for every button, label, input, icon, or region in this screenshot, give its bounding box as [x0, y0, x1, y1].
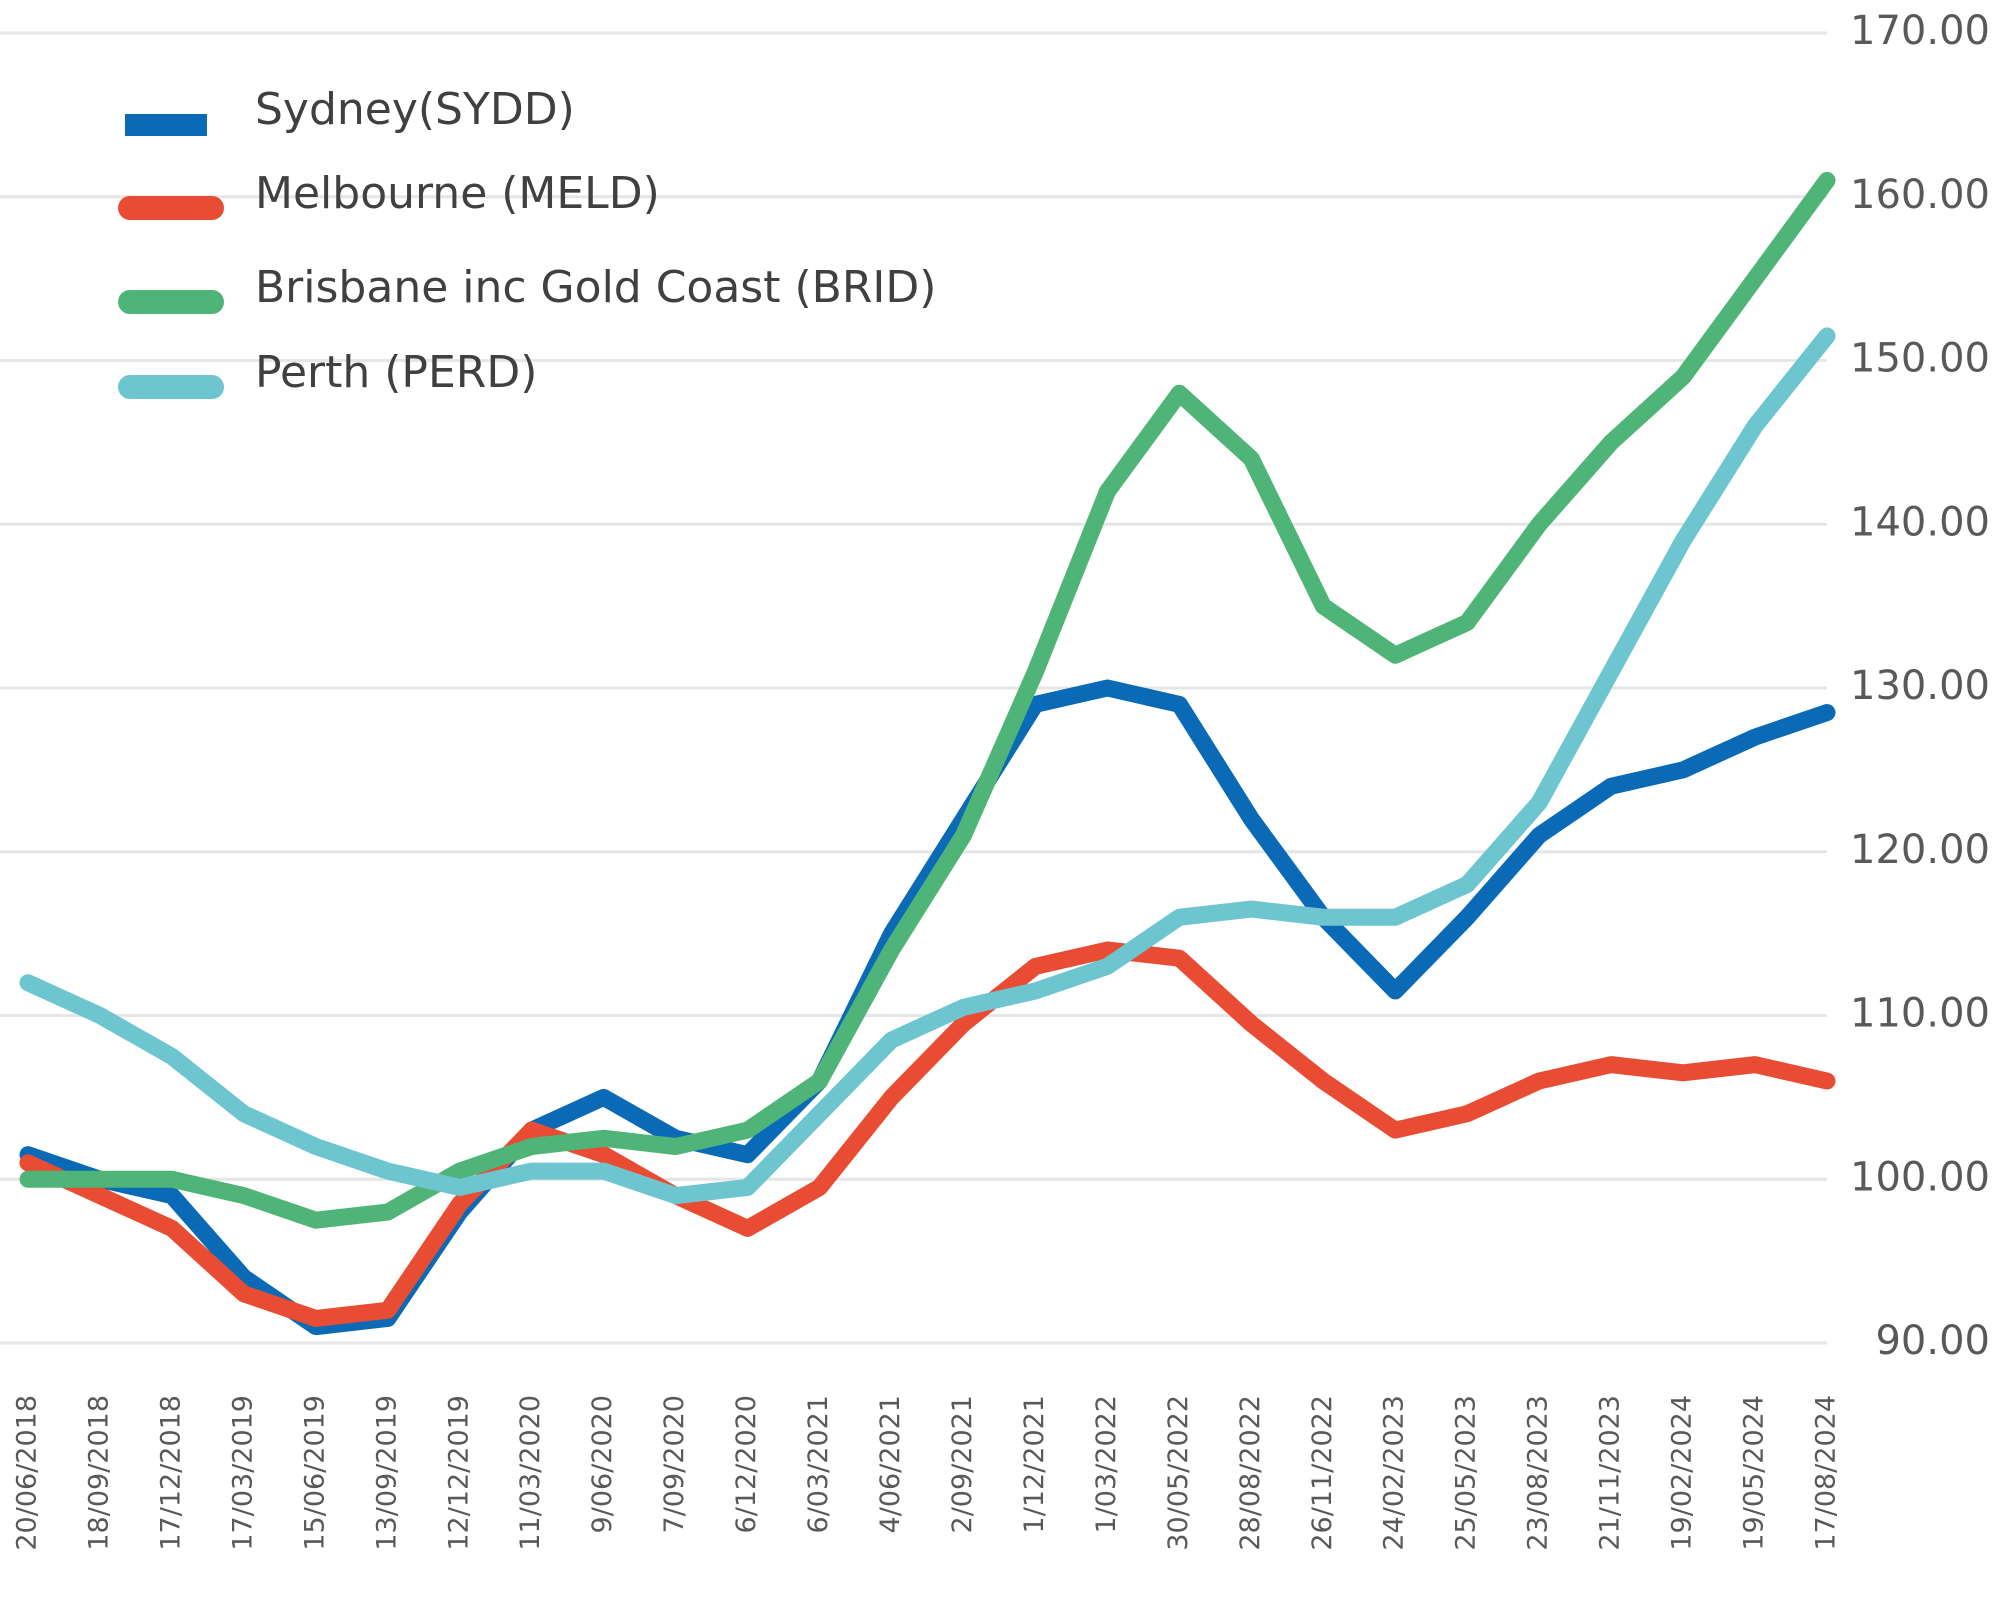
x-tick-label: 30/05/2022 [1163, 1395, 1194, 1551]
x-tick-label: 4/06/2021 [875, 1395, 906, 1533]
x-tick-label: 7/09/2020 [659, 1395, 690, 1533]
x-tick-label: 6/03/2021 [803, 1395, 834, 1533]
y-tick-label: 150.00 [1850, 336, 1990, 382]
x-tick-label: 17/12/2018 [155, 1395, 186, 1551]
legend-label: Perth (PERD) [255, 347, 537, 398]
x-tick-label: 17/08/2024 [1811, 1395, 1842, 1551]
y-tick-label: 90.00 [1875, 1318, 1990, 1364]
x-tick-label: 23/08/2023 [1523, 1395, 1554, 1551]
y-tick-label: 100.00 [1850, 1154, 1990, 1200]
x-tick-label: 28/08/2022 [1235, 1395, 1266, 1551]
y-tick-label: 130.00 [1850, 663, 1990, 709]
x-tick-label: 21/11/2023 [1595, 1395, 1626, 1551]
x-tick-label: 19/05/2024 [1739, 1395, 1770, 1551]
x-tick-label: 17/03/2019 [227, 1395, 258, 1551]
legend-swatch [125, 114, 207, 136]
data-line [19, 941, 1836, 1327]
data-line [19, 327, 1836, 1205]
y-tick-label: 120.00 [1850, 827, 1990, 873]
y-tick-label: 140.00 [1850, 499, 1990, 545]
x-tick-label: 15/06/2019 [299, 1395, 330, 1551]
x-tick-label: 19/02/2024 [1667, 1395, 1698, 1551]
legend-label: Brisbane inc Gold Coast (BRID) [255, 262, 936, 313]
x-tick-label: 2/09/2021 [947, 1395, 978, 1533]
x-tick-label: 25/05/2023 [1451, 1395, 1482, 1551]
data-line [19, 171, 1836, 1229]
legend-label: Melbourne (MELD) [255, 168, 660, 219]
y-tick-label: 160.00 [1850, 172, 1990, 218]
legend-label: Sydney(SYDD) [255, 84, 575, 135]
y-tick-label: 110.00 [1850, 991, 1990, 1037]
x-tick-label: 1/03/2022 [1091, 1395, 1122, 1533]
x-tick-label: 13/09/2019 [371, 1395, 402, 1551]
x-tick-label: 20/06/2018 [12, 1395, 43, 1551]
x-tick-label: 11/03/2020 [515, 1395, 546, 1551]
x-tick-label: 24/02/2023 [1379, 1395, 1410, 1551]
y-tick-label: 170.00 [1850, 8, 1990, 54]
x-tick-label: 6/12/2020 [731, 1395, 762, 1533]
x-tick-label: 26/11/2022 [1307, 1395, 1338, 1551]
x-tick-label: 9/06/2020 [587, 1395, 618, 1533]
x-tick-label: 18/09/2018 [83, 1395, 114, 1551]
x-tick-label: 1/12/2021 [1019, 1395, 1050, 1533]
x-tick-label: 12/12/2019 [443, 1395, 474, 1551]
